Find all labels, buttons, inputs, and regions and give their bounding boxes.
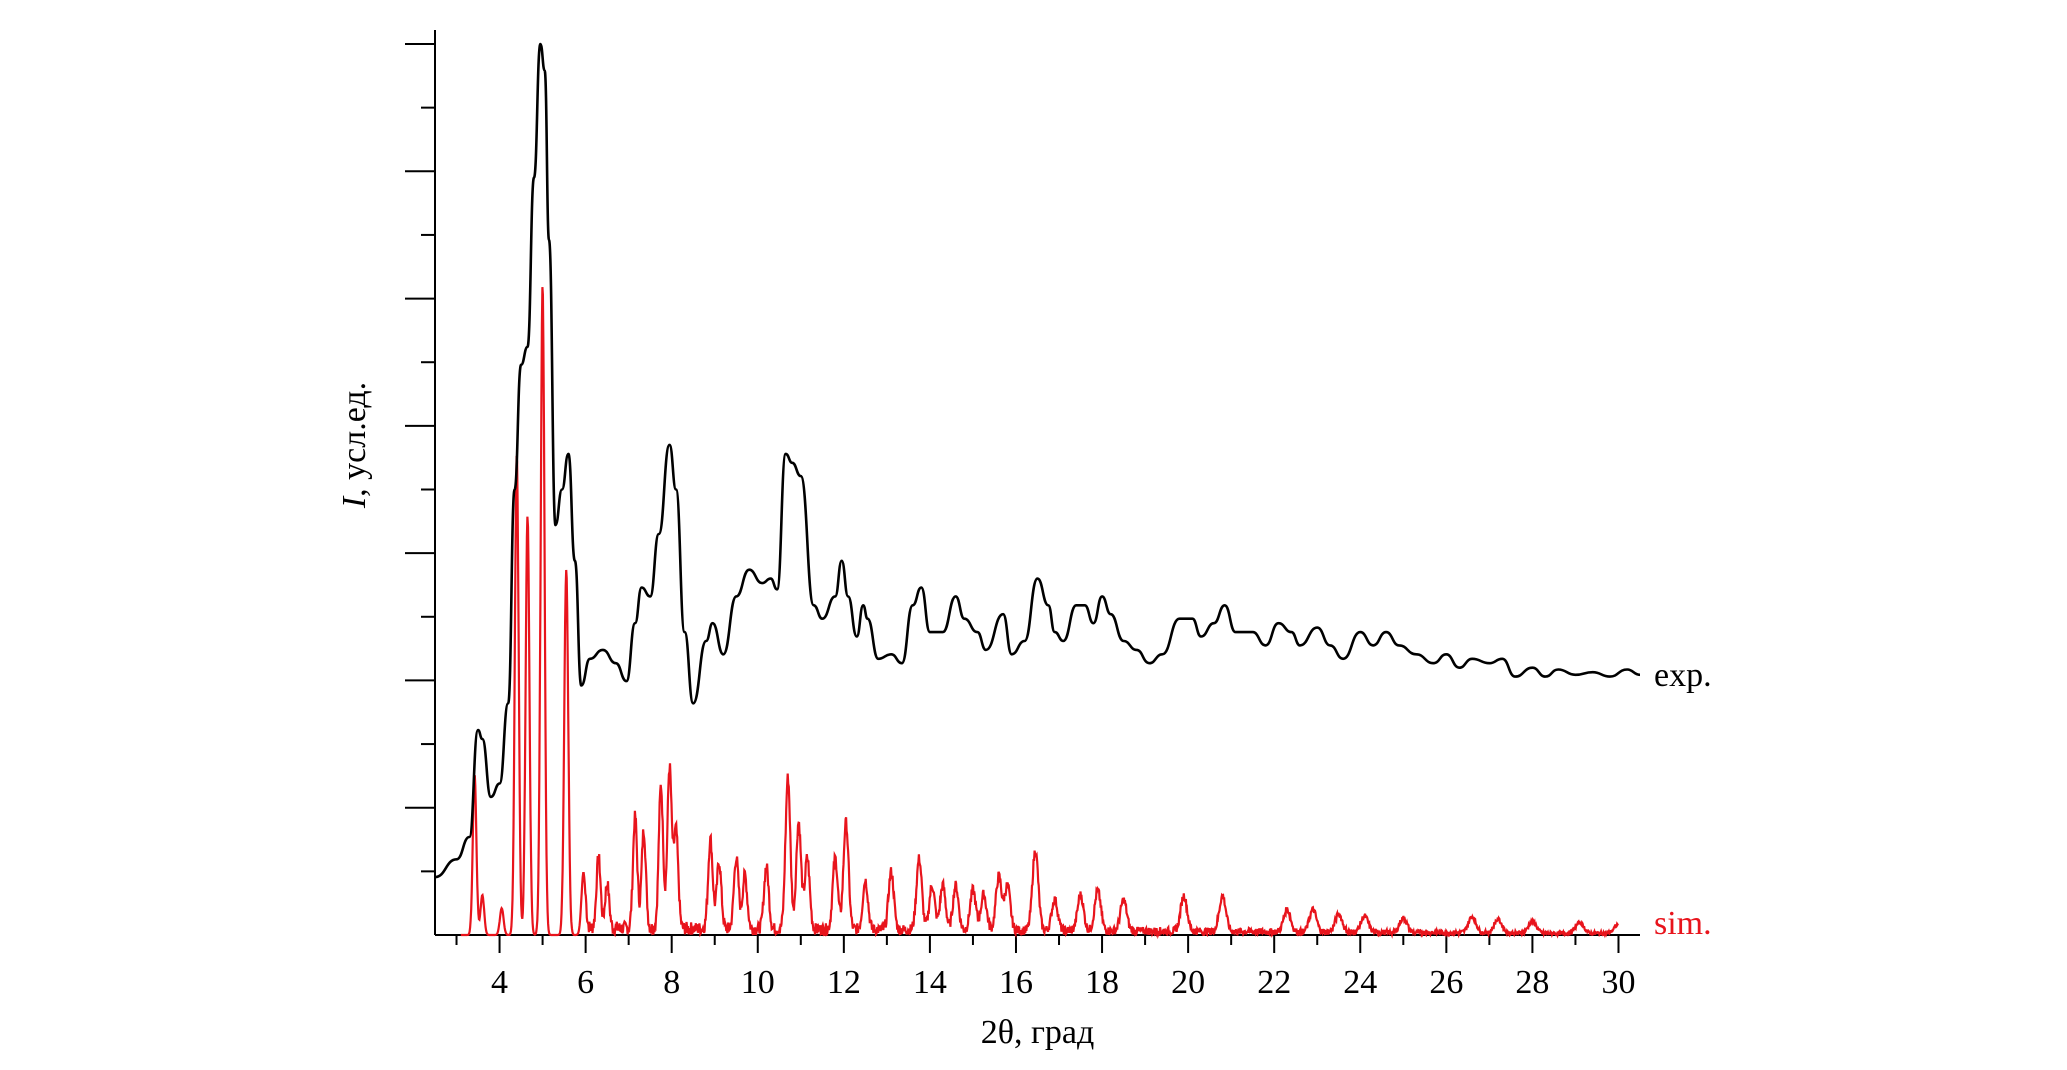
series-sim-label: sim. <box>1654 905 1712 942</box>
x-tick-label: 6 <box>577 964 594 1001</box>
series-exp-line <box>434 42 1641 879</box>
x-tick-label: 26 <box>1429 964 1463 1001</box>
x-tick-label: 8 <box>663 964 680 1001</box>
x-axis: 4 6 8 10 12 14 16 18 20 22 24 26 28 30 <box>435 934 1640 1001</box>
y-axis-title-italic: I <box>336 495 373 509</box>
x-tick-label: 24 <box>1343 964 1377 1001</box>
x-tick-label: 4 <box>491 964 508 1001</box>
x-tick-label: 18 <box>1085 964 1119 1001</box>
x-tick-label: 30 <box>1601 964 1635 1001</box>
y-axis-title-rest: , усл.ед. <box>336 382 373 497</box>
series-sim-line <box>460 287 1619 940</box>
series-exp-label: exp. <box>1654 657 1712 694</box>
x-tick-label: 12 <box>827 964 861 1001</box>
x-tick-label: 10 <box>741 964 775 1001</box>
y-axis-title: I, усл.ед. <box>336 382 373 509</box>
x-tick-label: 16 <box>999 964 1033 1001</box>
y-axis <box>405 30 436 935</box>
x-axis-title: 2θ, град <box>981 1014 1095 1051</box>
x-tick-label: 28 <box>1515 964 1549 1001</box>
x-tick-label: 22 <box>1257 964 1291 1001</box>
x-tick-label: 14 <box>913 964 947 1001</box>
x-tick-label: 20 <box>1171 964 1205 1001</box>
